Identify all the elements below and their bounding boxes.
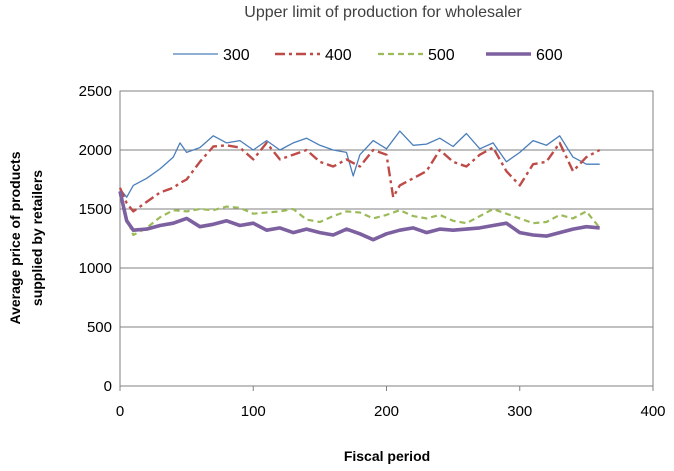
y-axis-label-line-1: Average price of products	[7, 151, 23, 324]
series-line-400	[118, 141, 601, 213]
y-tick-label: 0	[104, 378, 112, 395]
y-tick-label: 1000	[79, 260, 112, 277]
x-axis-label: Fiscal period	[344, 448, 430, 464]
gridlines	[120, 149, 653, 328]
legend-label-300: 300	[223, 47, 250, 64]
y-axis-ticks: 0 500 1000 1500 2000 2500	[79, 83, 112, 395]
y-tick-label: 1500	[79, 201, 112, 218]
series-line-300	[119, 130, 600, 198]
legend-label-600: 600	[536, 47, 563, 64]
y-tick-label: 500	[87, 319, 112, 336]
chart-legend: 300 400 500 600	[173, 47, 563, 64]
x-tick-label: 300	[507, 403, 532, 420]
plot-area	[119, 90, 654, 387]
chart-title: Upper limit of production for wholesaler	[244, 4, 522, 21]
series-lines	[118, 130, 601, 242]
legend-label-500: 500	[428, 47, 455, 64]
y-tick-label: 2000	[79, 142, 112, 159]
series-line-500	[118, 194, 601, 237]
x-tick-label: 400	[640, 403, 665, 420]
x-axis-ticks: 0 100 200 300 400	[116, 386, 666, 420]
legend-label-400: 400	[325, 47, 352, 64]
x-tick-label: 100	[241, 403, 266, 420]
x-tick-label: 0	[116, 403, 124, 420]
y-tick-label: 2500	[79, 83, 112, 100]
series-line-600	[118, 190, 600, 242]
x-tick-label: 200	[374, 403, 399, 420]
y-axis-label-line-2: supplied by retailers	[29, 170, 45, 306]
